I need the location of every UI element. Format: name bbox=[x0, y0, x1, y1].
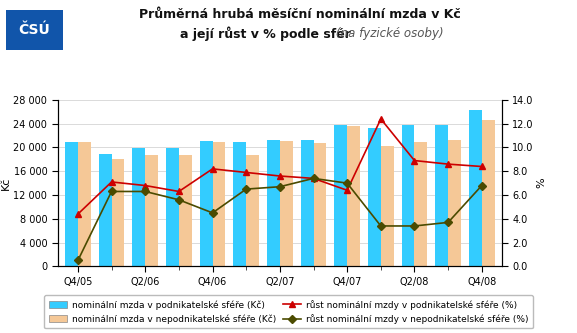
Text: a její růst v % podle sfér: a její růst v % podle sfér bbox=[180, 27, 351, 41]
Bar bbox=[334, 126, 347, 266]
Bar bbox=[212, 142, 225, 266]
Bar bbox=[313, 143, 327, 266]
Bar bbox=[179, 155, 192, 266]
Bar bbox=[166, 148, 179, 266]
Bar bbox=[448, 140, 461, 266]
Bar bbox=[368, 128, 381, 266]
Bar bbox=[246, 155, 259, 266]
Bar bbox=[381, 146, 394, 266]
Bar bbox=[301, 140, 313, 266]
Bar bbox=[469, 110, 482, 266]
Y-axis label: %: % bbox=[537, 178, 546, 188]
Text: Průměrná hrubá měsíční nominální mzda v Kč: Průměrná hrubá měsíční nominální mzda v … bbox=[139, 8, 461, 21]
Bar bbox=[436, 126, 448, 266]
Bar bbox=[133, 148, 145, 266]
Bar bbox=[233, 142, 246, 266]
Bar bbox=[414, 142, 427, 266]
Bar bbox=[267, 140, 280, 266]
Bar bbox=[65, 142, 78, 266]
Y-axis label: Kč: Kč bbox=[1, 176, 10, 190]
Bar bbox=[280, 141, 293, 266]
Bar bbox=[347, 126, 360, 266]
Bar bbox=[78, 142, 91, 266]
Bar bbox=[111, 159, 125, 266]
Bar bbox=[402, 125, 414, 266]
Bar bbox=[99, 154, 111, 266]
Bar bbox=[482, 120, 494, 266]
Text: (na fyzické osoby): (na fyzické osoby) bbox=[336, 27, 443, 40]
Text: ČSÚ: ČSÚ bbox=[18, 23, 51, 37]
Legend: nominální mzda v podnikatelské sféře (Kč), nominální mzda v nepodnikatelské sféř: nominální mzda v podnikatelské sféře (Kč… bbox=[44, 295, 533, 328]
Bar bbox=[145, 155, 158, 266]
Bar bbox=[200, 141, 212, 266]
